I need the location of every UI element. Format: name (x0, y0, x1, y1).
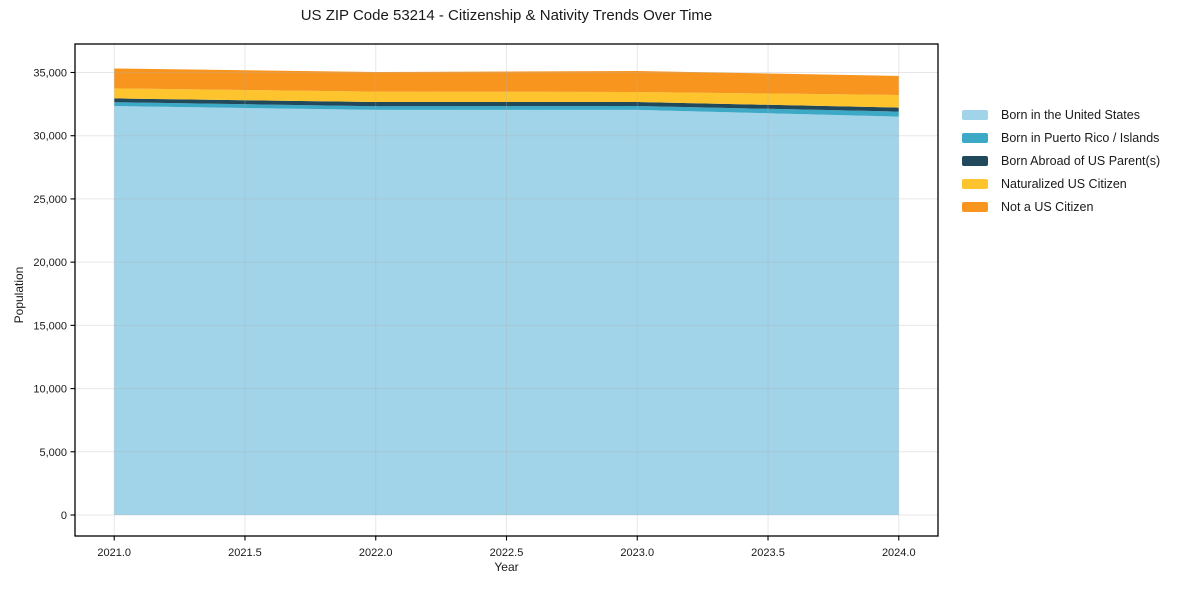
legend-label: Naturalized US Citizen (1001, 176, 1127, 191)
y-tick-label: 25,000 (33, 194, 67, 206)
y-tick-label: 20,000 (33, 257, 67, 269)
y-tick-label: 30,000 (33, 131, 67, 143)
y-tick-label: 15,000 (33, 320, 67, 332)
tick-marks (70, 71, 900, 541)
legend-item-born-in-the-united-states: Born in the United States (962, 103, 1160, 126)
y-tick-label: 35,000 (33, 67, 67, 79)
area-born-in-the-united-states (114, 106, 899, 515)
legend-swatch-icon (962, 178, 988, 189)
x-tick-label: 2021.5 (228, 547, 262, 559)
x-tick-label: 2022.0 (359, 547, 393, 559)
area-born-in-puerto-rico-islands (114, 102, 899, 117)
tick-labels: 2021.0 2021.5 2022.0 2022.5 2023.0 2023.5 2024… (33, 67, 915, 559)
area-naturalized-us-citizen (114, 88, 899, 108)
x-tick-label: 2023.5 (751, 547, 785, 559)
area-born-abroad-of-us-parent-s (114, 98, 899, 112)
y-tick-label: 0 (61, 510, 67, 522)
legend-swatch-icon (962, 155, 988, 166)
legend-label: Born in the United States (1001, 107, 1140, 122)
x-tick-label: 2021.0 (97, 547, 131, 559)
legend-item-not-a-us-citizen: Not a US Citizen (962, 195, 1160, 218)
x-tick-label: 2022.5 (490, 547, 524, 559)
y-tick-label: 10,000 (33, 384, 67, 396)
legend-item-naturalized-us-citizen: Naturalized US Citizen (962, 172, 1160, 195)
y-tick-label: 5,000 (39, 447, 67, 459)
legend-label: Born in Puerto Rico / Islands (1001, 130, 1160, 145)
area-series-group (114, 68, 899, 515)
x-tick-label: 2023.0 (620, 547, 654, 559)
legend-item-born-abroad-of-us-parent-s: Born Abroad of US Parent(s) (962, 149, 1160, 172)
x-axis-label: Year (494, 560, 519, 574)
chart-title: US ZIP Code 53214 - Citizenship & Nativi… (300, 7, 713, 24)
legend-label: Not a US Citizen (1001, 199, 1094, 214)
area-not-a-us-citizen (114, 68, 899, 95)
legend: Born in the United States Born in Puerto … (962, 103, 1160, 218)
y-axis-label: Population (12, 266, 26, 324)
legend-item-born-in-puerto-rico-islands: Born in Puerto Rico / Islands (962, 126, 1160, 149)
legend-swatch-icon (962, 201, 988, 212)
legend-swatch-icon (962, 109, 988, 120)
legend-label: Born Abroad of US Parent(s) (1001, 153, 1161, 168)
gridlines (75, 44, 938, 536)
legend-swatch-icon (962, 132, 988, 143)
x-tick-label: 2024.0 (882, 547, 916, 559)
